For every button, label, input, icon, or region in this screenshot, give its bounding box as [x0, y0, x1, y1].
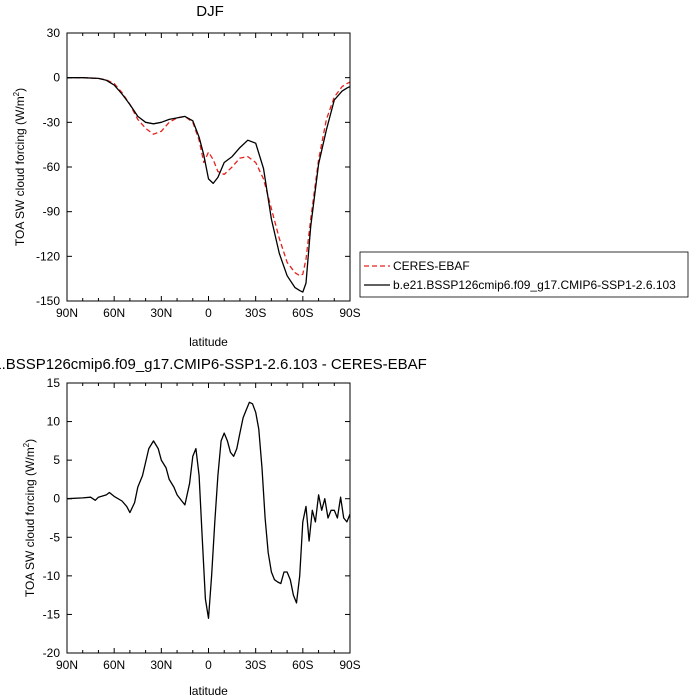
- bottom-y-tick-label: -15: [43, 607, 61, 621]
- bottom-x-tick-label: 60S: [292, 658, 313, 672]
- top-y-tick-label: -30: [43, 115, 61, 129]
- legend-box: [359, 251, 689, 298]
- top-y-tick-label: 0: [53, 71, 60, 85]
- top-x-tick-label: 90N: [56, 306, 78, 320]
- bottom-x-tick-label: 30N: [150, 658, 172, 672]
- top-y-tick-label: -150: [36, 294, 60, 308]
- bottom-y-tick-label: 0: [53, 492, 60, 506]
- top-y-tick-label: -120: [36, 249, 60, 263]
- top-x-tick-label: 60N: [103, 306, 125, 320]
- bottom-x-tick-label: 30S: [245, 658, 266, 672]
- top-x-tick-label: 0: [205, 306, 212, 320]
- top-x-tick-label: 60S: [292, 306, 313, 320]
- top-y-tick-label: -90: [43, 205, 61, 219]
- top-x-tick-label: 30S: [245, 306, 266, 320]
- bottom-x-tick-label: 60N: [103, 658, 125, 672]
- top-x-tick-label: 30N: [150, 306, 172, 320]
- bottom-x-tick-label: 0: [205, 658, 212, 672]
- bottom-series-line-0: [66, 401, 351, 619]
- top-chart-panel: DJF 90N 60N 30N 0 30S 60S 90S 30 0 -30 -60 -90 -120…: [12, 3, 689, 349]
- bottom-x-tick-label: 90S: [339, 658, 360, 672]
- bottom-y-tick-label: 5: [53, 453, 60, 467]
- top-y-axis-label: TOA SW cloud forcing (W/m2): [12, 88, 27, 246]
- top-y-tick-label: -60: [43, 160, 61, 174]
- top-series-line-1: [67, 77, 351, 293]
- top-x-axis-label: latitude: [189, 335, 228, 349]
- legend-label-ceres: CERES-EBAF: [393, 259, 470, 273]
- bottom-x-axis-label: latitude: [189, 684, 228, 698]
- bottom-x-tick-label: 90N: [56, 658, 78, 672]
- bottom-y-axis-label: TOA SW cloud forcing (W/m2): [22, 439, 37, 597]
- bottom-chart-title: 1.BSSP126cmip6.f09_g17.CMIP6-SSP1-2.6.10…: [0, 356, 427, 373]
- bottom-y-tick-label: 15: [47, 376, 61, 390]
- bottom-y-tick-label: -5: [49, 530, 60, 544]
- legend-label-model: b.e21.BSSP126cmip6.f09_g17.CMIP6-SSP1-2.…: [393, 278, 676, 292]
- legend: CERES-EBAF b.e21.BSSP126cmip6.f09_g17.CM…: [359, 251, 689, 298]
- top-chart-title: DJF: [196, 3, 224, 20]
- top-y-tick-label: 30: [47, 26, 61, 40]
- bottom-y-tick-label: -10: [43, 569, 61, 583]
- bottom-y-tick-label: 10: [47, 415, 61, 429]
- bottom-y-tick-label: -20: [43, 646, 61, 660]
- bottom-chart-panel: 1.BSSP126cmip6.f09_g17.CMIP6-SSP1-2.6.10…: [0, 356, 427, 698]
- top-series-line-0: [67, 77, 351, 277]
- top-x-tick-label: 90S: [339, 306, 360, 320]
